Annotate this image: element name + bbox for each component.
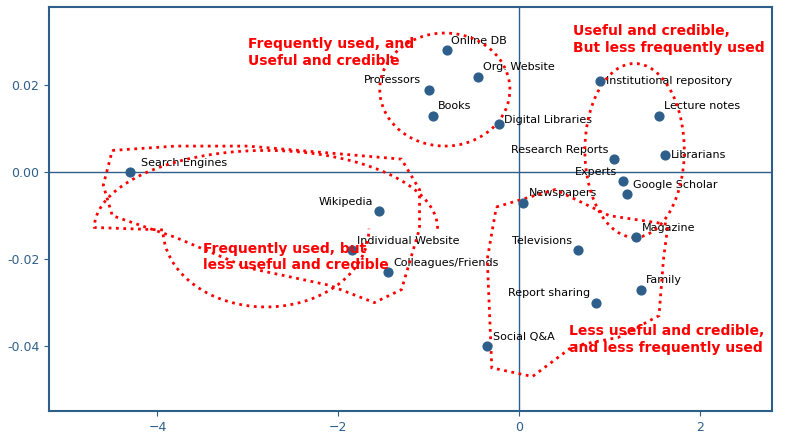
Point xyxy=(493,121,506,128)
Point xyxy=(124,168,137,176)
Point xyxy=(346,247,358,254)
Text: Research Reports: Research Reports xyxy=(511,145,608,155)
Text: Lecture notes: Lecture notes xyxy=(665,101,741,111)
Point xyxy=(440,47,453,54)
Text: Org. Website: Org. Website xyxy=(482,62,554,72)
Text: Online DB: Online DB xyxy=(451,36,507,46)
Point xyxy=(621,191,634,198)
Text: Report sharing: Report sharing xyxy=(508,288,590,298)
Text: Librarians: Librarians xyxy=(670,150,726,160)
Text: Books: Books xyxy=(438,101,471,111)
Text: Newspapers: Newspapers xyxy=(529,188,597,198)
Point xyxy=(607,156,620,163)
Text: Less useful and credible,
and less frequently used: Less useful and credible, and less frequ… xyxy=(569,325,764,355)
Point xyxy=(422,86,435,93)
Point xyxy=(481,343,494,350)
Text: Wikipedia: Wikipedia xyxy=(319,197,374,207)
Point xyxy=(617,177,630,184)
Point xyxy=(594,77,606,84)
Point xyxy=(571,247,584,254)
Point xyxy=(426,112,439,119)
Point xyxy=(382,269,394,276)
Point xyxy=(659,151,672,158)
Text: Televisions: Televisions xyxy=(512,236,572,246)
Point xyxy=(517,199,530,206)
Text: Institutional repository: Institutional repository xyxy=(606,76,732,86)
Text: Magazine: Magazine xyxy=(642,223,695,233)
Text: Useful and credible,
But less frequently used: Useful and credible, But less frequently… xyxy=(573,24,765,55)
Text: Colleagues/Friends: Colleagues/Friends xyxy=(394,258,498,268)
Point xyxy=(472,73,485,80)
Text: Frequently used, but
less useful and credible: Frequently used, but less useful and cre… xyxy=(202,242,389,272)
Point xyxy=(373,208,386,215)
Text: Family: Family xyxy=(646,275,682,285)
Point xyxy=(653,112,666,119)
Text: Social Q&A: Social Q&A xyxy=(493,332,554,342)
Text: Search Engines: Search Engines xyxy=(142,158,227,168)
Text: Individual Website: Individual Website xyxy=(357,236,460,246)
Text: Experts: Experts xyxy=(575,167,618,176)
Point xyxy=(590,299,602,306)
Text: Google Scholar: Google Scholar xyxy=(633,179,718,190)
Point xyxy=(630,234,642,241)
Point xyxy=(634,286,647,293)
Text: Frequently used, and
Useful and credible: Frequently used, and Useful and credible xyxy=(248,37,414,67)
Text: Digital Libraries: Digital Libraries xyxy=(505,115,593,125)
Text: Professors: Professors xyxy=(364,75,422,85)
